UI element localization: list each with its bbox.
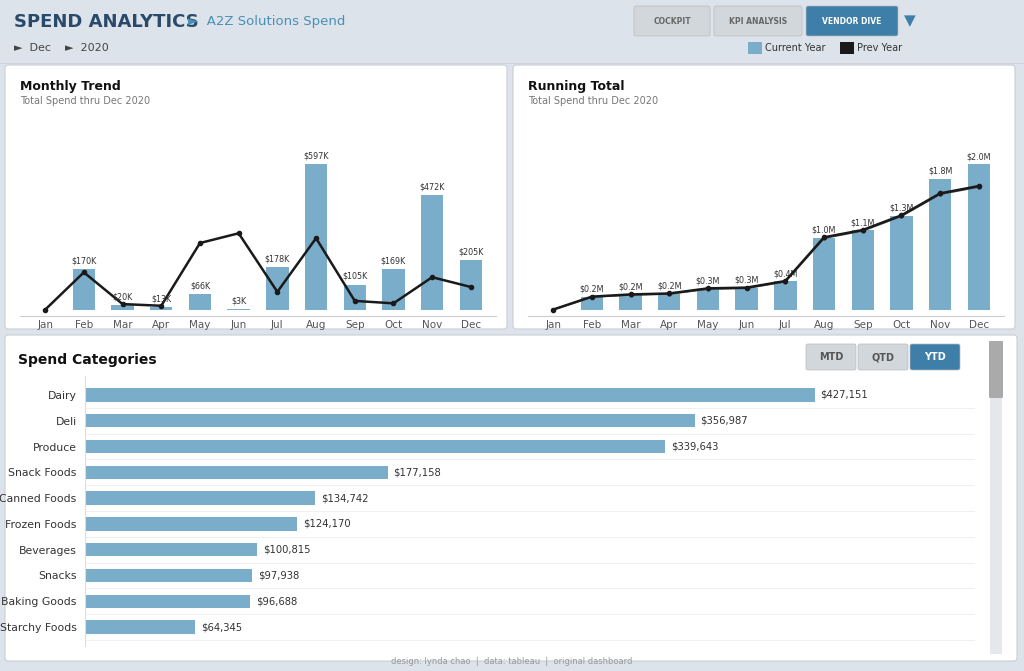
Text: $0.2M: $0.2M — [618, 282, 643, 292]
Bar — [112, 305, 134, 310]
Text: $3K: $3K — [231, 297, 246, 306]
Bar — [188, 294, 211, 310]
Bar — [620, 295, 642, 310]
Text: $100,815: $100,815 — [263, 545, 310, 555]
Bar — [85, 569, 252, 582]
Text: YTD: YTD — [924, 352, 946, 362]
Text: KPI ANALYSIS: KPI ANALYSIS — [729, 17, 787, 25]
Bar — [85, 491, 315, 505]
FancyBboxPatch shape — [858, 344, 908, 370]
FancyBboxPatch shape — [989, 341, 1002, 398]
FancyBboxPatch shape — [513, 65, 1015, 329]
Text: $64,345: $64,345 — [201, 622, 242, 632]
Text: $169K: $169K — [381, 256, 407, 265]
Text: $13K: $13K — [152, 295, 171, 303]
Text: Total Spend thru Dec 2020: Total Spend thru Dec 2020 — [20, 96, 151, 106]
Text: SPEND ANALYTICS: SPEND ANALYTICS — [14, 13, 199, 31]
Text: $1.8M: $1.8M — [928, 167, 952, 176]
Bar — [852, 230, 873, 310]
Text: $124,170: $124,170 — [303, 519, 350, 529]
Bar — [85, 517, 297, 531]
Text: QTD: QTD — [871, 352, 895, 362]
Bar — [990, 342, 1002, 654]
Text: $339,643: $339,643 — [671, 442, 718, 452]
Text: $472K: $472K — [420, 183, 444, 191]
Text: Spend Categories: Spend Categories — [18, 353, 157, 367]
FancyBboxPatch shape — [5, 65, 507, 329]
Text: ►  Dec    ►  2020: ► Dec ► 2020 — [14, 43, 109, 53]
Bar — [735, 288, 758, 310]
FancyBboxPatch shape — [634, 6, 710, 36]
Text: $66K: $66K — [189, 281, 210, 291]
Bar — [774, 281, 797, 310]
Bar — [460, 260, 482, 310]
Text: $1.0M: $1.0M — [812, 225, 837, 234]
Text: ►  A2Z Solutions Spend: ► A2Z Solutions Spend — [188, 15, 345, 28]
Bar — [85, 543, 257, 556]
Text: $427,151: $427,151 — [820, 390, 868, 400]
Text: $2.0M: $2.0M — [967, 152, 991, 161]
Bar — [85, 389, 814, 402]
Text: $134,742: $134,742 — [321, 493, 369, 503]
Text: ▼: ▼ — [904, 13, 915, 28]
Bar — [813, 238, 836, 310]
Text: MTD: MTD — [819, 352, 843, 362]
Text: $1.3M: $1.3M — [889, 203, 913, 213]
Text: $1.1M: $1.1M — [851, 218, 874, 227]
Text: $20K: $20K — [113, 293, 133, 302]
Bar — [658, 294, 681, 310]
Text: $97,938: $97,938 — [258, 570, 299, 580]
FancyBboxPatch shape — [5, 335, 1017, 661]
Bar — [85, 595, 250, 608]
Bar — [748, 42, 762, 54]
Bar — [85, 414, 694, 427]
Bar — [929, 179, 951, 310]
Bar — [266, 266, 289, 310]
Text: design: lynda chao  |  data: tableau  |  original dashboard: design: lynda chao | data: tableau | ori… — [391, 658, 633, 666]
Bar — [581, 297, 603, 310]
Text: COCKPIT: COCKPIT — [653, 17, 691, 25]
FancyBboxPatch shape — [806, 6, 898, 36]
Bar — [151, 307, 172, 310]
FancyBboxPatch shape — [806, 344, 856, 370]
Text: $0.4M: $0.4M — [773, 269, 798, 278]
Bar — [227, 309, 250, 310]
Text: $178K: $178K — [265, 254, 290, 263]
Text: Current Year: Current Year — [765, 43, 825, 53]
Text: $0.3M: $0.3M — [734, 276, 759, 285]
Bar — [85, 620, 195, 633]
FancyBboxPatch shape — [910, 344, 961, 370]
Text: $96,688: $96,688 — [256, 597, 297, 606]
Bar — [696, 289, 719, 310]
Text: Monthly Trend: Monthly Trend — [20, 80, 121, 93]
Text: Prev Year: Prev Year — [857, 43, 902, 53]
Text: Running Total: Running Total — [528, 80, 625, 93]
Bar — [305, 164, 328, 310]
Text: $0.3M: $0.3M — [695, 276, 720, 285]
Bar — [840, 42, 854, 54]
Text: $0.2M: $0.2M — [580, 285, 604, 294]
Text: $0.2M: $0.2M — [657, 282, 682, 291]
Bar — [85, 440, 665, 453]
Bar — [85, 466, 387, 479]
Bar — [421, 195, 443, 310]
Text: $177,158: $177,158 — [393, 467, 441, 477]
Text: $170K: $170K — [72, 256, 96, 265]
FancyBboxPatch shape — [714, 6, 802, 36]
Text: $356,987: $356,987 — [700, 416, 749, 426]
Bar — [890, 215, 912, 310]
Bar — [382, 269, 404, 310]
Bar — [73, 268, 95, 310]
Bar — [343, 285, 366, 310]
Text: $597K: $597K — [303, 152, 329, 161]
Text: $205K: $205K — [458, 248, 483, 256]
Text: Total Spend thru Dec 2020: Total Spend thru Dec 2020 — [528, 96, 658, 106]
Bar — [968, 164, 990, 310]
Text: VENDOR DIVE: VENDOR DIVE — [822, 17, 882, 25]
Text: $105K: $105K — [342, 272, 368, 281]
